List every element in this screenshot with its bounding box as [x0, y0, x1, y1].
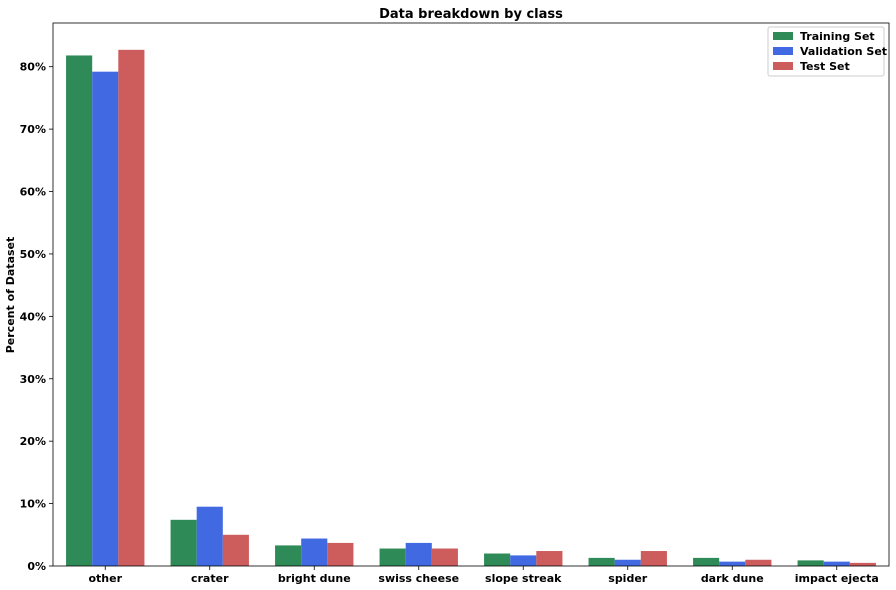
bar-training-set-slope-streak: [484, 553, 511, 566]
x-tick-label: slope streak: [485, 572, 562, 585]
bar-training-set-dark-dune: [693, 557, 720, 566]
bar-test-set-swiss-cheese: [431, 548, 458, 566]
chart-title: Data breakdown by class: [379, 7, 563, 22]
bar-training-set-crater: [170, 519, 197, 566]
bar-test-set-impact-ejecta: [849, 562, 876, 566]
y-tick-label: 70%: [20, 123, 46, 136]
y-tick-label: 20%: [20, 435, 46, 448]
y-tick-label: 50%: [20, 248, 46, 261]
bar-training-set-spider: [588, 557, 615, 566]
y-axis-title: Percent of Dataset: [4, 237, 17, 354]
bar-training-set-other: [66, 55, 93, 567]
plot-frame: [52, 22, 890, 567]
bar-validation-set-other: [92, 71, 119, 566]
y-tick-label: 40%: [20, 310, 46, 323]
bar-validation-set-crater: [196, 506, 223, 566]
x-tick-label: impact ejecta: [795, 572, 879, 585]
bar-test-set-bright-dune: [327, 542, 354, 566]
legend-label: Training Set: [800, 30, 875, 43]
x-tick-label: swiss cheese: [378, 572, 459, 585]
y-tick-label: 10%: [20, 498, 46, 511]
legend-swatch: [773, 62, 793, 70]
x-tick-label: crater: [191, 572, 229, 585]
x-tick-label: spider: [608, 572, 648, 585]
legend-box: [767, 26, 885, 77]
legend-swatch: [773, 32, 793, 40]
bar-validation-set-slope-streak: [510, 555, 537, 566]
bar-training-set-impact-ejecta: [797, 560, 824, 566]
bar-validation-set-dark-dune: [719, 561, 746, 566]
y-tick-label: 30%: [20, 373, 46, 386]
bar-validation-set-bright-dune: [301, 538, 328, 566]
bar-test-set-slope-streak: [536, 551, 563, 566]
plot-area: 0% 10% 20% 30% 40% 50% 60% 70% 80% other crater bri…: [20, 22, 890, 585]
bar-validation-set-impact-ejecta: [823, 561, 850, 566]
bar-test-set-spider: [640, 551, 667, 566]
bar-training-set-bright-dune: [275, 545, 302, 566]
y-tick-label: 0%: [27, 560, 46, 573]
x-tick-label: other: [88, 572, 122, 585]
y-tick-label: 80%: [20, 61, 46, 74]
bar-validation-set-spider: [614, 559, 641, 566]
bar-validation-set-swiss-cheese: [405, 542, 432, 566]
bar-test-set-crater: [222, 534, 249, 566]
legend-label: Validation Set: [800, 45, 887, 58]
x-tick-label: dark dune: [701, 572, 764, 585]
bar-test-set-dark-dune: [745, 559, 772, 566]
y-tick-label: 60%: [20, 186, 46, 199]
bar-training-set-swiss-cheese: [379, 548, 406, 566]
legend-swatch: [773, 47, 793, 55]
bar-test-set-other: [118, 49, 145, 566]
x-tick-label: bright dune: [278, 572, 351, 585]
legend-label: Test Set: [800, 60, 850, 73]
